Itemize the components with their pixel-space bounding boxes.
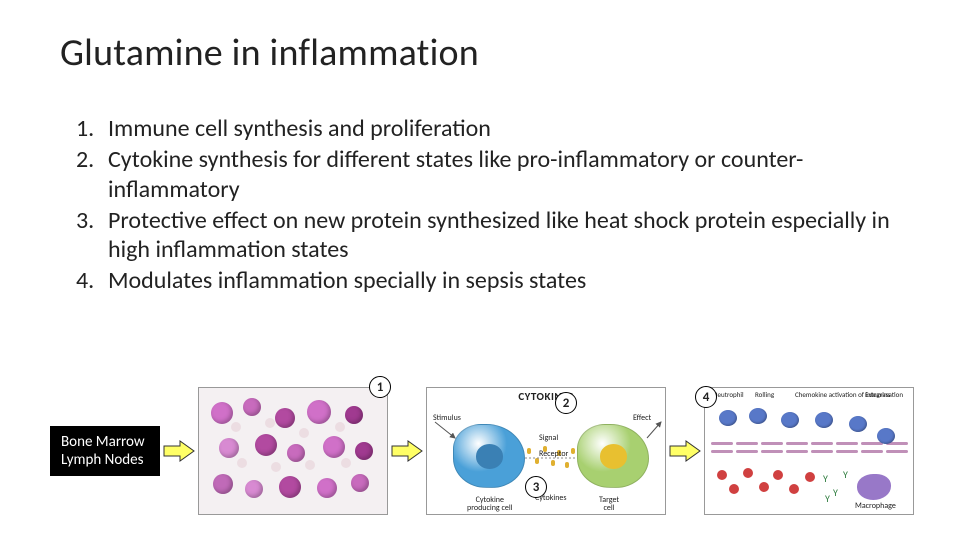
- point-2: 2.Cytokine synthesis for different state…: [76, 145, 910, 204]
- cytokines-title: CYTOKINES: [427, 390, 665, 403]
- point-text: Cytokine synthesis for different states …: [108, 145, 910, 204]
- source-line1: Bone Marrow: [61, 433, 149, 451]
- point-text: Modulates inflammation specially in seps…: [108, 266, 910, 295]
- badge-2: 2: [555, 392, 577, 414]
- point-num: 3.: [76, 206, 108, 265]
- point-text: Immune cell synthesis and proliferation: [108, 114, 910, 143]
- source-line2: Lymph Nodes: [61, 451, 149, 469]
- panel-extravasation: 4 NeutrophilRollingChemokine activation …: [704, 387, 914, 515]
- diagram-row: Bone Marrow Lymph Nodes 1 CYTOKINES 2 3 …: [50, 376, 920, 526]
- point-3: 3.Protective effect on new protein synth…: [76, 206, 910, 265]
- slide: Glutamine in inflammation 1.Immune cell …: [0, 0, 960, 540]
- arrow-1: [160, 439, 198, 463]
- point-text: Protective effect on new protein synthes…: [108, 206, 910, 265]
- arrow-icon: [162, 439, 196, 463]
- panel-cells: 1: [198, 387, 388, 515]
- point-num: 4.: [76, 266, 108, 295]
- badge-4: 4: [695, 386, 717, 408]
- badge-1: 1: [369, 376, 391, 398]
- badge-3: 3: [525, 476, 547, 498]
- arrow-3: [666, 439, 704, 463]
- arrow-icon: [668, 439, 702, 463]
- source-box: Bone Marrow Lymph Nodes: [50, 426, 160, 476]
- point-4: 4.Modulates inflammation specially in se…: [76, 266, 910, 295]
- point-num: 1.: [76, 114, 108, 143]
- points-list: 1.Immune cell synthesis and proliferatio…: [76, 114, 910, 296]
- panel-cytokines: CYTOKINES 2 3 StimulusEffectSignalRecept…: [426, 387, 666, 515]
- arrow-icon: [390, 439, 424, 463]
- point-num: 2.: [76, 145, 108, 204]
- point-1: 1.Immune cell synthesis and proliferatio…: [76, 114, 910, 143]
- slide-title: Glutamine in inflammation: [60, 30, 910, 76]
- arrow-2: [388, 439, 426, 463]
